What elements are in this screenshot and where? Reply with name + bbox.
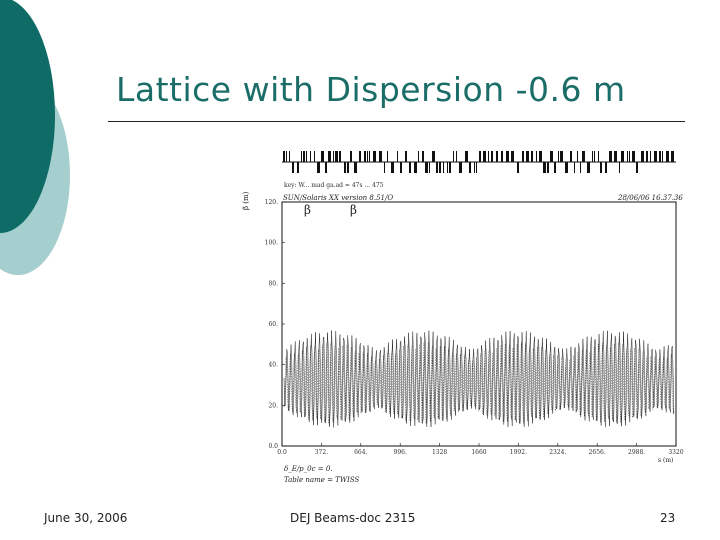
title-divider: [108, 121, 685, 122]
x-tick-label: 2656.: [589, 449, 606, 456]
footnote-table: Table name = TWISS: [284, 476, 359, 484]
legend-beta-y: β: [350, 203, 357, 217]
footer-doc-id: DEJ Beams-doc 2315: [290, 511, 416, 525]
x-tick-label: 996.: [394, 449, 407, 456]
y-tick-label: 120.: [265, 199, 278, 206]
footnote-momentum: δ_E/p_0c = 0.: [284, 465, 333, 473]
beta-curves: [283, 330, 675, 428]
y-tick-label: 60.: [268, 321, 278, 328]
x-tick-label: 372.: [315, 449, 328, 456]
beta-function-plot: key: W... mad ga.ad = 47s ... 475 SUN/So…: [242, 151, 684, 484]
x-tick-label: 2988.: [628, 449, 645, 456]
page-number: 23: [660, 511, 676, 525]
y-tick-label: 0.0: [268, 443, 278, 450]
y-tick-label: 40.: [268, 362, 278, 369]
slide-title: Lattice with Dispersion -0.6 m: [116, 70, 626, 109]
legend-beta-x: β: [304, 203, 311, 217]
magnet-lattice-strip: [282, 151, 676, 173]
y-tick-label: 80.: [268, 280, 278, 287]
plot-ylabel: β (m): [242, 191, 250, 210]
y-tick-label: 100.: [265, 240, 278, 247]
plot-run-label: SUN/Solaris XX version 8.51/O: [283, 194, 393, 202]
x-unit: s (m): [658, 457, 673, 464]
x-tick-label: 0.0: [277, 449, 287, 456]
plot-header-line: key: W... mad ga.ad = 47s ... 475: [284, 182, 384, 189]
plot-timestamp: 28/06/06 16.37.36: [617, 194, 683, 202]
x-tick-label: 1660: [471, 449, 486, 456]
x-tick-label: 1328: [432, 449, 447, 456]
x-tick-label: 1992.: [510, 449, 527, 456]
x-tick-label: 2324.: [549, 449, 566, 456]
y-tick-label: 20.: [268, 402, 278, 409]
slide-decoration: [0, 0, 70, 275]
decor-circle-dark: [0, 0, 55, 233]
footer-date: June 30, 2006: [44, 511, 128, 525]
x-tick-label: 3320: [668, 449, 683, 456]
x-tick-label: 664.: [354, 449, 367, 456]
